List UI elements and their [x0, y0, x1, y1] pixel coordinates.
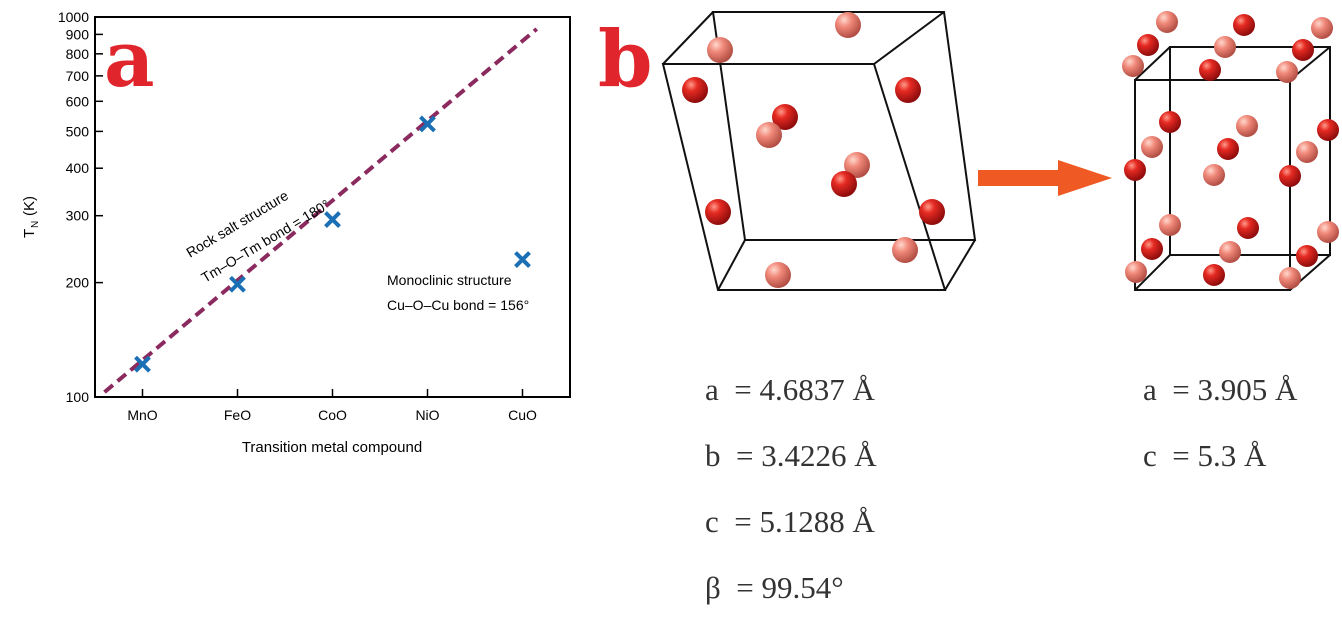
panel-b-label: b — [598, 14, 653, 105]
cell-edge — [717, 239, 746, 291]
cell-edge — [1134, 46, 1171, 81]
atom-red — [831, 171, 857, 197]
atom-pink — [1236, 115, 1258, 137]
cell-edge — [662, 11, 714, 65]
atom-red — [682, 77, 708, 103]
y-tick-label: 400 — [66, 160, 90, 176]
atom-pink — [1159, 214, 1181, 236]
atom-red — [1279, 165, 1301, 187]
marker-stroke — [229, 275, 246, 293]
cell-edge — [1134, 254, 1171, 291]
atom-red — [1237, 217, 1259, 239]
marker-stroke — [514, 251, 531, 268]
atom-pink — [1214, 36, 1236, 58]
data-point-mno — [134, 355, 151, 373]
atom-red — [1137, 34, 1159, 56]
atom-pink — [892, 237, 918, 263]
atom-pink — [1219, 241, 1241, 263]
trend-line — [103, 27, 539, 394]
x-tick-label-mno: MnO — [127, 407, 157, 423]
atom-red — [705, 199, 731, 225]
tetragonal-parameters: a = 3.905 Å c = 5.3 Å — [1143, 335, 1297, 489]
atom-pink — [1276, 61, 1298, 83]
y-tick-label: 1000 — [58, 9, 89, 25]
cell-edge — [873, 11, 945, 65]
atom-pink — [765, 262, 791, 288]
atom-red — [1292, 39, 1314, 61]
annotation-mono-1: Monoclinic structure — [387, 272, 512, 288]
atom-pink — [1125, 261, 1147, 283]
atom-pink — [1311, 17, 1333, 39]
y-tick-label: 200 — [66, 275, 90, 291]
atom-pink — [1279, 267, 1301, 289]
y-tick-label: 100 — [66, 389, 90, 405]
monoclinic-atoms — [682, 12, 945, 288]
param-a: a = 3.905 Å — [1143, 372, 1298, 407]
atom-red — [772, 104, 798, 130]
y-tick-label: 300 — [66, 208, 90, 224]
atom-red — [1217, 138, 1239, 160]
x-tick-label-feo: FeO — [224, 407, 251, 423]
param-b: b = 3.4226 Å — [705, 438, 877, 473]
marker-stroke — [419, 115, 436, 133]
atom-pink — [1122, 55, 1144, 77]
atom-red — [1296, 245, 1318, 267]
y-axis-label: T N (K) — [21, 196, 41, 238]
atom-pink — [1317, 221, 1339, 243]
data-point-coo — [324, 211, 341, 229]
x-tick-label-nio: NiO — [415, 407, 439, 423]
param-c: c = 5.1288 Å — [705, 504, 875, 539]
arrow-head — [1058, 160, 1112, 196]
cell-edge — [944, 239, 976, 291]
data-points — [134, 115, 531, 373]
transformation-arrow — [978, 160, 1112, 196]
atom-pink — [707, 37, 733, 63]
param-a: a = 4.6837 Å — [705, 372, 875, 407]
arrow-shaft — [978, 170, 1060, 186]
annotation-mono-2: Cu–O–Cu bond = 156° — [387, 297, 529, 313]
atom-red — [895, 77, 921, 103]
atom-pink — [1296, 141, 1318, 163]
y-axis-label-sub: N — [30, 221, 41, 228]
atom-red — [919, 199, 945, 225]
atom-pink — [1203, 164, 1225, 186]
data-point-cuo — [514, 251, 531, 268]
marker-stroke — [134, 355, 151, 373]
atom-red — [1317, 119, 1339, 141]
atom-red — [1199, 59, 1221, 81]
atom-pink — [844, 152, 870, 178]
y-tick-label: 500 — [66, 123, 90, 139]
atom-pink — [1156, 11, 1178, 33]
atom-red — [1203, 264, 1225, 286]
monoclinic-cell — [661, 11, 977, 291]
atom-red — [1141, 238, 1163, 260]
tetragonal-atoms — [1122, 11, 1339, 289]
y-axis-label-unit: (K) — [21, 196, 38, 216]
atom-red — [1233, 14, 1255, 36]
y-tick-label: 900 — [66, 26, 90, 42]
atom-pink — [835, 12, 861, 38]
param-beta: β = 99.54° — [705, 570, 844, 605]
atom-pink — [756, 122, 782, 148]
crystal-structures — [661, 11, 1339, 291]
y-tick-label: 700 — [66, 68, 90, 84]
y-axis-label-main: T — [21, 229, 38, 238]
param-c: c = 5.3 Å — [1143, 438, 1267, 473]
x-tick-label-cuo: CuO — [508, 407, 537, 423]
data-point-nio — [419, 115, 436, 133]
data-point-feo — [229, 275, 246, 293]
y-tick-label: 800 — [66, 46, 90, 62]
marker-stroke — [324, 211, 341, 229]
panel-a-label: a — [104, 14, 155, 105]
atom-pink — [1141, 136, 1163, 158]
atom-red — [1124, 159, 1146, 181]
y-tick-label: 600 — [66, 93, 90, 109]
x-axis-label: Transition metal compound — [242, 439, 422, 456]
atom-red — [1159, 111, 1181, 133]
x-axis-ticks: MnO FeO CoO NiO CuO — [127, 389, 537, 423]
x-tick-label-coo: CoO — [318, 407, 347, 423]
monoclinic-parameters: a = 4.6837 Å b = 3.4226 Å c = 5.1288 Å β… — [705, 335, 877, 621]
